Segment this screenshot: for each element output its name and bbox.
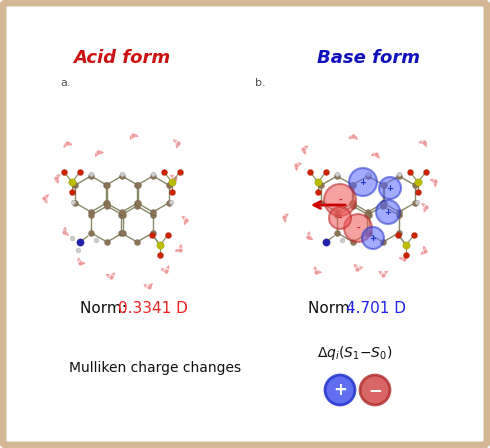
Text: +: +: [360, 177, 367, 186]
Text: 4.701 D: 4.701 D: [346, 301, 406, 315]
Text: +: +: [369, 233, 376, 242]
Circle shape: [325, 375, 355, 405]
FancyBboxPatch shape: [3, 3, 487, 445]
Text: −: −: [368, 381, 382, 399]
Text: b.: b.: [255, 78, 266, 88]
Text: Norm:: Norm:: [308, 301, 360, 315]
Text: -: -: [338, 195, 342, 204]
Text: Norm:: Norm:: [80, 301, 132, 315]
Text: -: -: [356, 224, 360, 233]
Ellipse shape: [349, 168, 377, 196]
Text: Mulliken charge changes: Mulliken charge changes: [69, 361, 241, 375]
Text: -: -: [338, 214, 342, 223]
Text: Acid form: Acid form: [74, 49, 171, 67]
Ellipse shape: [344, 214, 372, 242]
Ellipse shape: [379, 177, 401, 199]
Text: +: +: [387, 184, 393, 193]
Text: +: +: [385, 207, 392, 216]
Circle shape: [360, 375, 390, 405]
Text: Base form: Base form: [317, 49, 419, 67]
Text: $\Delta q_i(S_1\mathrm{-}S_0)$: $\Delta q_i(S_1\mathrm{-}S_0)$: [318, 344, 392, 362]
Ellipse shape: [362, 227, 384, 249]
Text: +: +: [333, 381, 347, 399]
Ellipse shape: [376, 200, 400, 224]
Ellipse shape: [329, 207, 351, 229]
Text: 0.3341 D: 0.3341 D: [118, 301, 188, 315]
Text: a.: a.: [60, 78, 71, 88]
Ellipse shape: [324, 184, 356, 216]
